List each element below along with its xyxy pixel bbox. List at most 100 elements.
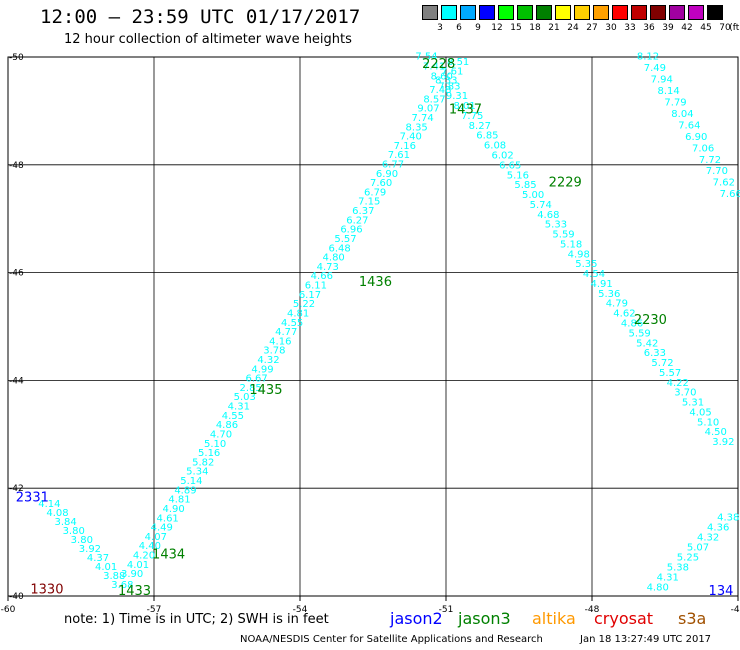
legend-swatch <box>574 5 590 20</box>
lon-tick-label: -45 <box>731 605 740 615</box>
wave-height-value: 4.77 <box>275 327 297 338</box>
generated-timestamp: Jan 18 13:27:49 UTC 2017 <box>580 634 712 645</box>
orbit-time-label: 1330 <box>30 582 63 597</box>
lat-tick-label: -40 <box>9 592 24 602</box>
wave-height-value: 4.37 <box>87 553 109 564</box>
wave-height-value: 5.00 <box>522 190 544 201</box>
wave-height-value: 4.91 <box>590 279 612 290</box>
legend-swatch <box>688 5 704 20</box>
orbit-time-label: 1433 <box>118 584 151 599</box>
wave-height-value: 3.84 <box>54 517 76 528</box>
wave-height-value: 4.98 <box>568 249 590 260</box>
wave-height-value: 5.36 <box>598 289 620 300</box>
legend-label: 42 <box>681 23 693 33</box>
wave-height-value: 8.35 <box>406 122 428 133</box>
lon-tick-label: -51 <box>439 605 454 615</box>
legend-label: 9 <box>475 23 481 33</box>
wave-height-value: 4.55 <box>281 318 303 329</box>
wave-height-value: 4.01 <box>127 560 149 571</box>
lat-tick-label: -44 <box>9 376 24 386</box>
wave-height-value: 6.02 <box>492 151 514 162</box>
wave-height-value: 5.74 <box>530 200 552 211</box>
wave-height-value: 3.92 <box>79 544 101 555</box>
lon-tick-label: -48 <box>585 605 600 615</box>
wave-height-value: 4.68 <box>537 210 559 221</box>
wave-height-value: 4.49 <box>151 523 173 534</box>
wave-height-value: 2.85 <box>240 383 262 394</box>
legend-label: 45 <box>700 23 712 33</box>
footnote: note: 1) Time is in UTC; 2) SWH is in fe… <box>64 612 329 627</box>
wave-height-value: 5.16 <box>198 448 220 459</box>
legend-swatch <box>650 5 666 20</box>
legend-swatch <box>441 5 457 20</box>
wave-height-value: 8.60 <box>431 71 453 82</box>
wave-height-value: 8.12 <box>637 52 659 63</box>
wave-height-value: 4.86 <box>621 319 643 330</box>
wave-height-value: 4.32 <box>697 533 719 544</box>
legend-swatch <box>669 5 685 20</box>
legend-swatch <box>612 5 628 20</box>
wave-height-value: 8.57 <box>423 94 445 105</box>
wave-height-value: 4.22 <box>667 378 689 389</box>
wave-height-value: 7.72 <box>699 155 721 166</box>
lat-tick-label: -46 <box>9 269 24 279</box>
legend-swatch <box>555 5 571 20</box>
wave-height-value: 8.14 <box>658 86 680 97</box>
wave-height-value: 8.01 <box>453 101 475 112</box>
wave-height-value: 3.68 <box>111 580 133 591</box>
legend-swatch <box>422 5 438 20</box>
wave-height-value: 5.59 <box>552 230 574 241</box>
lon-tick-label: -60 <box>1 605 16 615</box>
satellite-name: cryosat <box>594 609 654 628</box>
legend-label: 39 <box>662 23 674 33</box>
wave-height-value: 7.41 <box>423 62 445 73</box>
wave-height-value: 4.99 <box>251 364 273 375</box>
wave-height-value: 5.35 <box>575 259 597 270</box>
wave-height-value: 5.33 <box>545 220 567 231</box>
wave-height-value: 6.17 <box>299 290 321 301</box>
wave-height-value: 5.10 <box>697 417 719 428</box>
wave-height-value: 5.22 <box>293 299 315 310</box>
legend-label: 12 <box>491 23 503 33</box>
legend-swatch <box>498 5 514 20</box>
wave-height-value: 3.92 <box>712 437 734 448</box>
wave-height-value: 8.33 <box>435 76 457 87</box>
wave-height-value: 6.33 <box>644 348 666 359</box>
wave-height-value: 7.79 <box>664 98 686 109</box>
orbit-time-label: 1437 <box>449 103 482 118</box>
wave-height-value: 7.70 <box>706 166 728 177</box>
wave-height-value: 4.36 <box>707 523 729 534</box>
wave-height-value: 6.96 <box>340 225 362 236</box>
wave-height-value: 3.70 <box>674 388 696 399</box>
legend-swatch <box>460 5 476 20</box>
wave-height-value: 4.86 <box>216 420 238 431</box>
legend-swatch <box>631 5 647 20</box>
legend-swatch <box>593 5 609 20</box>
legend-label: 24 <box>567 23 579 33</box>
wave-height-value: 7.49 <box>644 63 666 74</box>
wave-height-value: 5.25 <box>677 553 699 564</box>
wave-height-value: 4.80 <box>647 583 669 594</box>
wave-height-value: 4.90 <box>162 504 184 515</box>
wave-height-value: 4.05 <box>689 407 711 418</box>
lon-tick-label: -54 <box>293 605 308 615</box>
wave-height-value: 6.79 <box>364 187 386 198</box>
lat-tick-label: -48 <box>9 161 24 171</box>
wave-height-value: 3.88 <box>103 571 125 582</box>
legend-label: 6 <box>456 23 462 33</box>
wave-height-value: 7.62 <box>713 178 735 189</box>
wave-height-value: 7.74 <box>411 113 433 124</box>
wave-height-value: 8.04 <box>671 109 693 120</box>
legend-label: 36 <box>643 23 655 33</box>
wave-height-value: 7.83 <box>438 81 460 92</box>
satellite-name: altika <box>532 609 576 628</box>
wave-height-value: 4.14 <box>38 499 60 510</box>
satellite-tracks: 4.144.083.843.803.803.924.374.013.883.68… <box>38 52 740 594</box>
wave-height-value: 4.07 <box>145 532 167 543</box>
legend-label: 15 <box>510 23 522 33</box>
map-grid <box>7 56 739 597</box>
wave-height-value: 6.48 <box>328 243 350 254</box>
wave-height-value: 7.64 <box>678 120 700 131</box>
legend-label: 30 <box>605 23 617 33</box>
